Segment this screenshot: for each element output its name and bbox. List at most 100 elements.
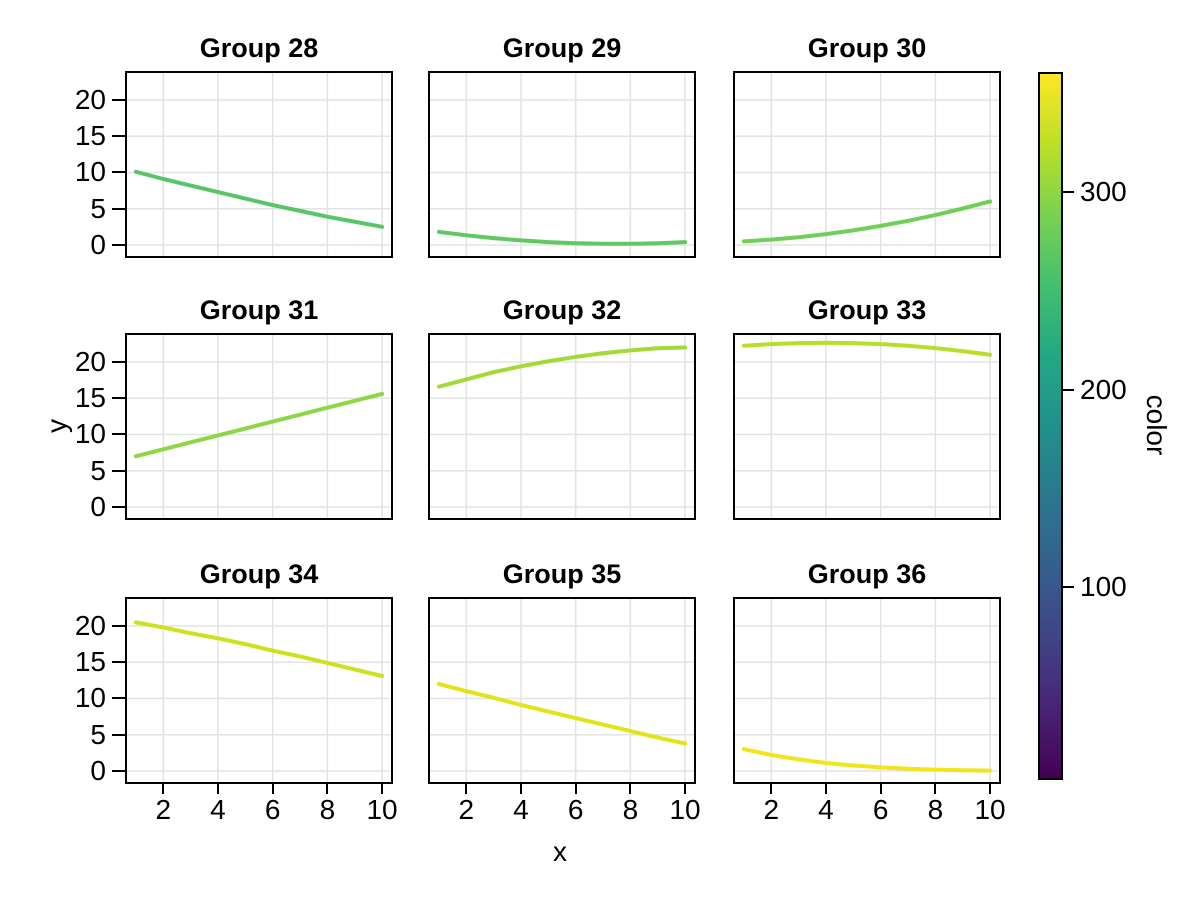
y-tick-mark (112, 733, 125, 736)
y-tick-label: 20 (74, 345, 106, 377)
x-tick-label: 4 (513, 794, 529, 825)
facet-panel (125, 71, 393, 258)
x-tick-mark (326, 783, 329, 794)
y-tick-label: 0 (90, 228, 106, 260)
colorbar-gradient (1038, 72, 1063, 780)
colorbar-tick-label: 300 (1080, 176, 1127, 208)
facet-plot-area (428, 333, 696, 520)
y-tick-mark (112, 624, 125, 627)
facet-plot-area (125, 71, 393, 258)
facet-title: Group 28 (199, 33, 319, 63)
y-tick-label: 0 (90, 754, 106, 786)
x-tick-mark (574, 783, 577, 794)
panel-border (428, 71, 696, 258)
x-tick-label: 6 (264, 794, 281, 825)
y-tick-mark (112, 243, 125, 246)
y-tick-label: 15 (74, 646, 106, 678)
y-tick-label: 15 (74, 120, 106, 152)
y-tick-label: 5 (90, 718, 106, 750)
y-tick-label: 0 (90, 490, 106, 522)
facet-panel (125, 597, 393, 784)
facet-plot-area (125, 333, 393, 520)
facet-plot-area (125, 597, 393, 784)
data-line (133, 620, 385, 678)
colorbar-tick-mark (1063, 191, 1074, 194)
y-tick-mark (112, 207, 125, 210)
facet-panel (733, 597, 1001, 784)
x-tick-label: 10 (974, 794, 1006, 825)
panel-border (428, 597, 696, 784)
facet-plot-area (733, 71, 1001, 258)
x-axis-label: x (553, 836, 567, 867)
y-tick-label: 10 (74, 156, 106, 188)
x-tick-label: 6 (872, 794, 889, 825)
x-tick-mark (162, 783, 165, 794)
colorbar-tick-mark (1063, 585, 1074, 588)
x-tick-label: 6 (567, 794, 584, 825)
y-tick-label: 10 (74, 418, 106, 450)
y-tick-mark (112, 469, 125, 472)
y-tick-mark (112, 769, 125, 772)
x-tick-mark (465, 783, 468, 794)
colorbar-tick-label: 100 (1080, 570, 1127, 602)
facet-title: Group 32 (502, 295, 622, 325)
y-axis-label: y (41, 419, 72, 433)
x-tick-label: 2 (155, 794, 172, 825)
y-tick-label: 15 (74, 382, 106, 414)
facet-panel (733, 71, 1001, 258)
data-line (133, 169, 385, 229)
x-tick-label: 8 (927, 794, 944, 825)
x-tick-mark (271, 783, 274, 794)
data-line (741, 747, 993, 773)
panel-border (733, 71, 1001, 258)
colorbar-tick-mark (1063, 388, 1074, 391)
y-tick-label: 10 (74, 682, 106, 714)
x-tick-mark (381, 783, 384, 794)
panel-border (428, 333, 696, 520)
facet-plot-area (428, 71, 696, 258)
facet-plot-area (733, 333, 1001, 520)
facet-panel (125, 333, 393, 520)
x-tick-mark (989, 783, 992, 794)
x-tick-mark (684, 783, 687, 794)
x-tick-mark (629, 783, 632, 794)
x-tick-label: 4 (210, 794, 226, 825)
x-tick-mark (824, 783, 827, 794)
facet-title: Group 35 (502, 559, 622, 589)
y-tick-label: 5 (90, 454, 106, 486)
colorbar-tick-label: 200 (1080, 373, 1127, 405)
x-tick-mark (770, 783, 773, 794)
y-tick-label: 20 (74, 609, 106, 641)
y-tick-mark (112, 360, 125, 363)
facet-title: Group 31 (199, 295, 319, 325)
x-tick-label: 4 (818, 794, 834, 825)
data-line (741, 340, 993, 357)
x-tick-label: 8 (319, 794, 336, 825)
panel-border (733, 597, 1001, 784)
x-tick-label: 8 (622, 794, 639, 825)
colorbar-label: color (1141, 394, 1172, 456)
y-tick-mark (112, 98, 125, 101)
y-tick-mark (112, 135, 125, 138)
facet-title: Group 34 (199, 559, 319, 589)
facet-panel (733, 333, 1001, 520)
x-tick-mark (216, 783, 219, 794)
data-line (436, 229, 688, 246)
facet-plot-area (733, 597, 1001, 784)
x-tick-mark (519, 783, 522, 794)
data-line (436, 345, 688, 389)
x-tick-label: 10 (669, 794, 701, 825)
data-line (436, 681, 688, 746)
facet-title: Group 29 (502, 33, 622, 63)
panel-border (125, 71, 393, 258)
facet-title: Group 33 (807, 295, 927, 325)
y-tick-mark (112, 171, 125, 174)
x-tick-label: 2 (763, 794, 780, 825)
facet-panel (428, 333, 696, 520)
y-tick-mark (112, 397, 125, 400)
facet-title: Group 36 (807, 559, 927, 589)
y-tick-label: 5 (90, 192, 106, 224)
y-tick-mark (112, 661, 125, 664)
y-tick-mark (112, 433, 125, 436)
